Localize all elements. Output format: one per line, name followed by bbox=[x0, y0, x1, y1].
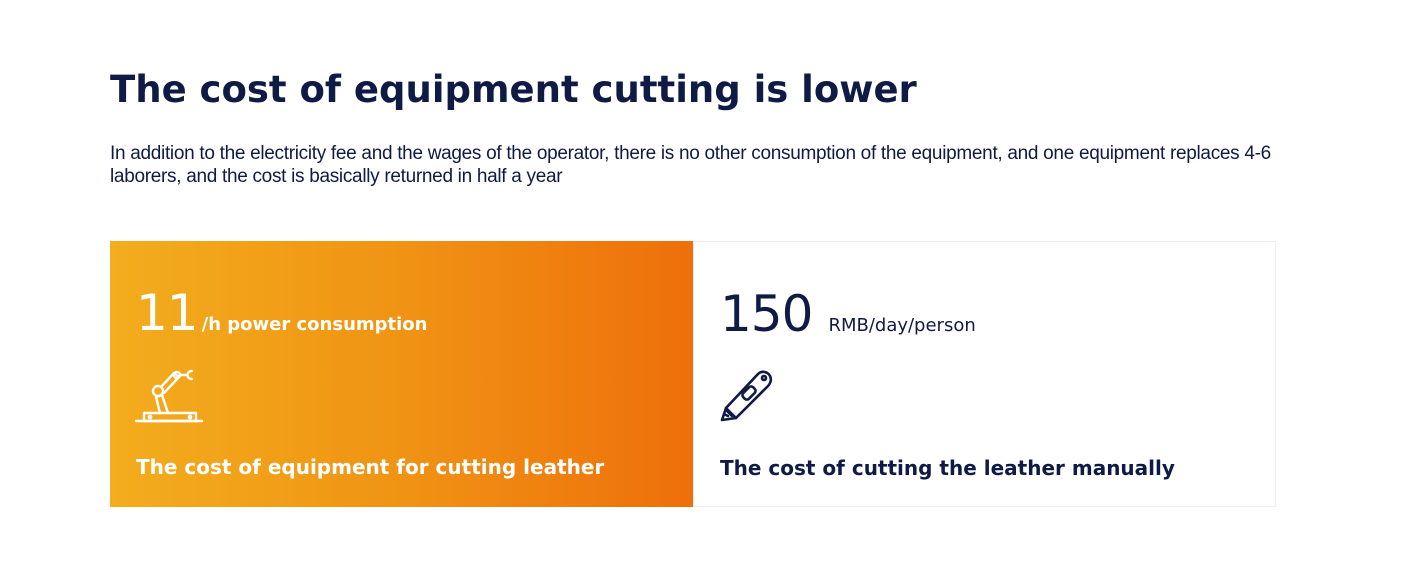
cost-comparison-cards: 11 /h power consumption The cost of equi… bbox=[110, 241, 1276, 507]
equipment-stat-value: 11 bbox=[136, 284, 199, 342]
manual-cost-caption: The cost of cutting the leather manually bbox=[720, 456, 1175, 480]
page-title: The cost of equipment cutting is lower bbox=[110, 68, 917, 111]
equipment-stat: 11 /h power consumption bbox=[136, 285, 428, 341]
manual-stat-unit: RMB/day/person bbox=[828, 315, 976, 336]
manual-stat: 150 RMB/day/person bbox=[720, 286, 976, 342]
equipment-cost-caption: The cost of equipment for cutting leathe… bbox=[136, 455, 605, 479]
manual-cost-card: 150 RMB/day/person The cost of cutting t… bbox=[693, 241, 1276, 507]
manual-stat-value: 150 bbox=[720, 285, 813, 343]
equipment-cost-card: 11 /h power consumption The cost of equi… bbox=[110, 241, 693, 507]
equipment-stat-unit: /h power consumption bbox=[201, 314, 428, 335]
utility-knife-icon bbox=[720, 370, 773, 422]
robot-arm-icon bbox=[134, 369, 204, 423]
page-description: In addition to the electricity fee and t… bbox=[110, 143, 1271, 187]
